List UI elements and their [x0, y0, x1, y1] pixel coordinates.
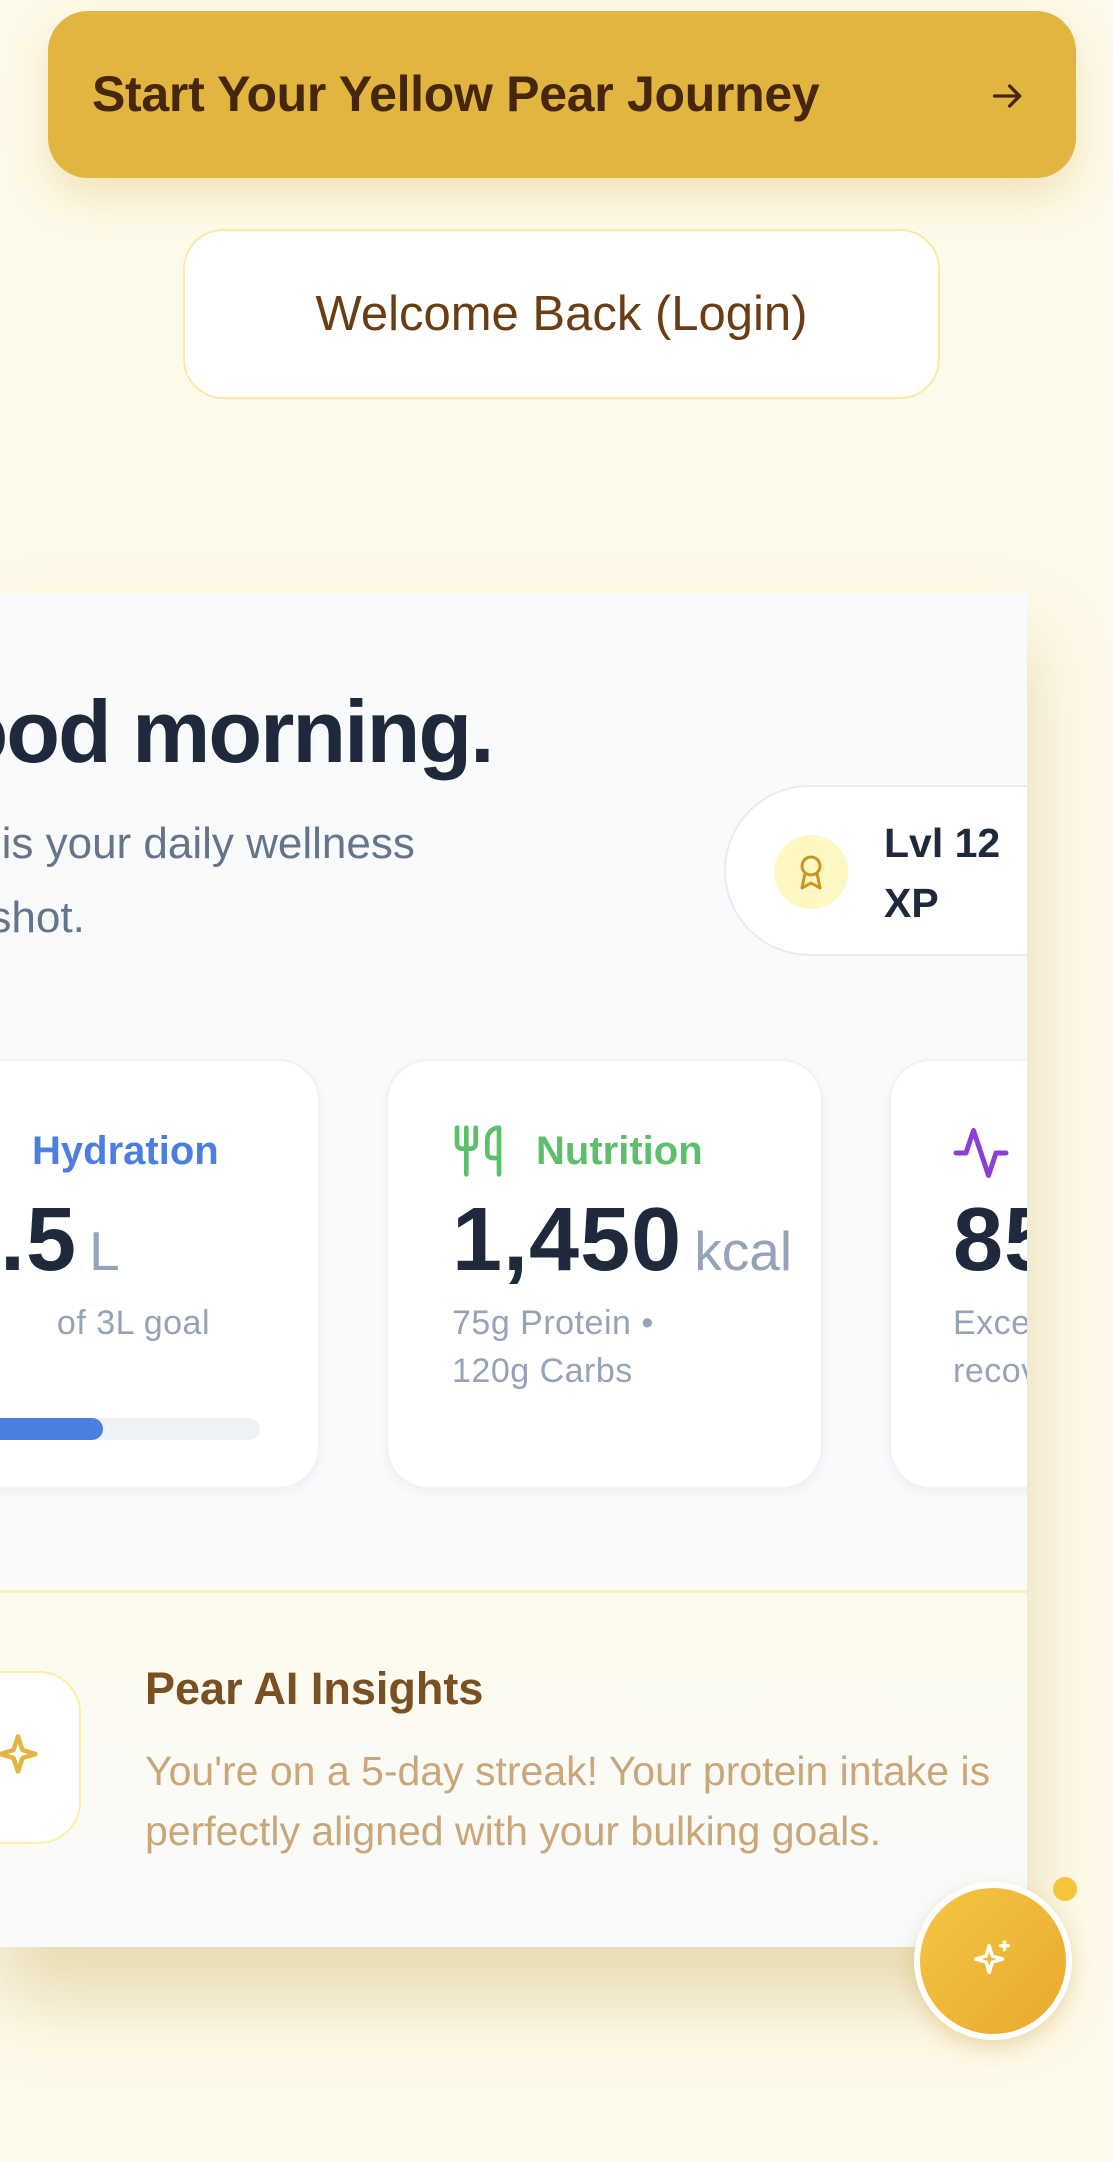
- hydration-card[interactable]: Hydration 2.5L of 3L goal: [0, 1059, 320, 1489]
- insight-icon-box: [0, 1671, 81, 1844]
- dashboard-panel: Good morning. Here is your daily wellnes…: [0, 593, 1027, 1947]
- recovery-card[interactable]: 85 Excellent recovery: [889, 1059, 1027, 1489]
- value: 85: [953, 1190, 1027, 1290]
- card-value: 85: [953, 1189, 1027, 1292]
- progress-fill: [0, 1418, 103, 1440]
- card-label: Nutrition: [536, 1129, 703, 1173]
- greeting: Good morning.: [0, 682, 495, 781]
- notification-dot: [1053, 1877, 1077, 1901]
- insights-background: [0, 1593, 1027, 1947]
- card-label: Hydration: [32, 1129, 219, 1173]
- value: 2.5: [0, 1190, 78, 1290]
- value: 1,450: [452, 1190, 683, 1290]
- card-value: 1,450 kcal: [452, 1189, 792, 1292]
- arrow-icon: [993, 84, 1022, 108]
- card-value: 2.5L: [0, 1189, 120, 1292]
- insights-text: You're on a 5-day streak! Your protein i…: [145, 1748, 991, 1854]
- button-label: Start Your Yellow Pear Journey: [92, 66, 820, 122]
- card-note: of 3L goal: [0, 1299, 210, 1347]
- divider: [0, 1590, 1027, 1593]
- sparkle-icon: [974, 1940, 1011, 1975]
- note: of 3L goal: [56, 1304, 210, 1342]
- card-note: 75g Protein • 120g Carbs: [452, 1304, 654, 1390]
- card-note: Excellent recovery: [953, 1304, 1027, 1390]
- primary-button[interactable]: Start Your Yellow Pear Journey: [48, 11, 1076, 178]
- badge-icon: [774, 835, 848, 909]
- sparkle-icon: [0, 1734, 38, 1774]
- ai-fab[interactable]: [914, 1882, 1072, 2040]
- unit: L: [89, 1220, 120, 1282]
- utensils-icon: [454, 1125, 502, 1177]
- activity-icon: [953, 1128, 1009, 1178]
- insights-title: Pear AI Insights: [145, 1663, 484, 1714]
- unit: kcal: [694, 1220, 793, 1282]
- nutrition-card[interactable]: Nutrition 1,450 kcal 75g Protein • 120g C…: [386, 1059, 823, 1489]
- subtitle: Here is your daily wellness snapshot.: [0, 819, 415, 942]
- level-pill[interactable]: Lvl 12 XP: [724, 785, 1027, 956]
- level-text: Lvl 12 XP: [884, 820, 1001, 926]
- login-button[interactable]: Welcome Back (Login): [183, 229, 940, 399]
